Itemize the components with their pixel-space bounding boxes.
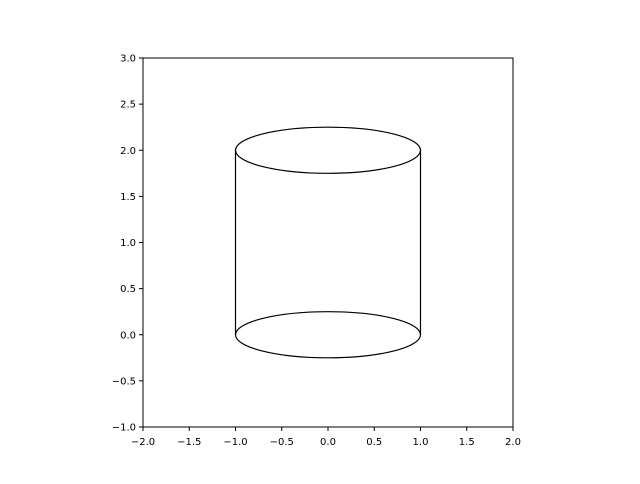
y-tick-label: −1.0 (112, 423, 136, 434)
plot-marks (234, 126, 422, 359)
x-tick-label: 0.5 (366, 437, 382, 448)
x-tick-label: 0.0 (320, 437, 336, 448)
x-tick-label: −0.5 (270, 437, 294, 448)
x-tick-label: −1.0 (223, 437, 247, 448)
y-tick-label: 1.0 (120, 238, 136, 249)
x-tick-label: −1.5 (177, 437, 201, 448)
y-tick-label: −0.5 (112, 376, 136, 387)
y-tick-label: 0.5 (120, 284, 136, 295)
y-tick-label: 0.0 (120, 330, 136, 341)
y-tick-label: 3.0 (120, 54, 136, 65)
y-tick-label: 1.5 (120, 192, 136, 203)
x-tick-label: 2.0 (505, 437, 521, 448)
x-tick-label: 1.0 (413, 437, 429, 448)
axes: −2.0 −1.5 −1.0 −0.5 0.0 0.5 1.0 1.5 2.0 −1.0 −0.5 0… (112, 54, 521, 449)
y-tick-label: 2.0 (120, 146, 136, 157)
x-tick-label: −2.0 (131, 437, 155, 448)
x-tick-label: 1.5 (459, 437, 475, 448)
y-tick-label: 2.5 (120, 100, 136, 111)
